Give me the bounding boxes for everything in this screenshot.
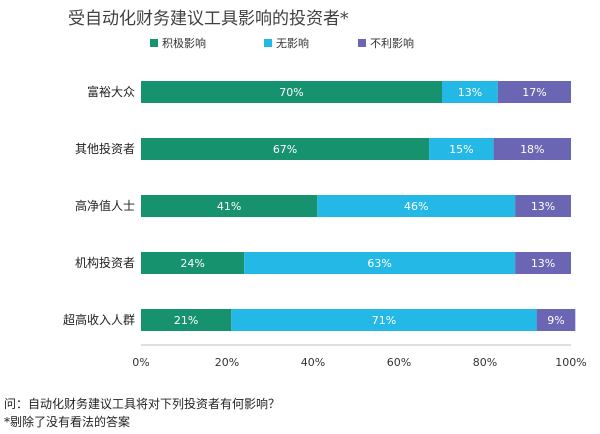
data-label: 21% (174, 314, 198, 327)
bar-segment-3 (493, 138, 571, 160)
bar-segment-2 (429, 138, 494, 160)
bar-segment-2 (231, 309, 537, 331)
legend-label-3: 不利影响 (370, 37, 414, 50)
data-label: 67% (273, 143, 297, 156)
bar-segment-1 (141, 195, 318, 217)
data-label: 24% (180, 257, 204, 270)
footnote-note: *剔除了没有看法的答案 (4, 415, 131, 429)
data-label: 13% (531, 257, 555, 270)
bar-segment-3 (515, 195, 571, 217)
bar-segment-2 (317, 195, 516, 217)
data-label: 15% (449, 143, 473, 156)
bar-segment-1 (141, 309, 232, 331)
category-label: 超高收入人群 (63, 312, 135, 327)
bar-segment-2 (442, 81, 498, 103)
category-label: 高净值人士 (75, 198, 135, 213)
data-label: 9% (547, 314, 564, 327)
legend-swatch-1 (150, 39, 158, 47)
chart-title: 受自动化财务建议工具影响的投资者* (68, 9, 349, 29)
legend-label-2: 无影响 (276, 37, 309, 50)
bar-segment-3 (515, 252, 571, 274)
data-label: 46% (404, 200, 428, 213)
bar-segment-3 (497, 81, 571, 103)
x-tick-label: 20% (215, 356, 239, 369)
bar-segment-3 (536, 309, 576, 331)
bar-segment-1 (141, 252, 245, 274)
footnote-question: 问：自动化财务建议工具将对下列投资者有何影响？ (4, 397, 281, 411)
category-label: 富裕大众 (87, 84, 135, 99)
data-label: 71% (372, 314, 396, 327)
legend-label-1: 积极影响 (162, 36, 206, 50)
x-tick-label: 100% (555, 356, 586, 369)
data-label: 41% (217, 200, 241, 213)
data-label: 17% (522, 86, 546, 99)
category-label: 机构投资者 (75, 255, 135, 270)
category-label: 其他投资者 (75, 141, 135, 156)
data-label: 13% (531, 200, 555, 213)
x-tick-label: 80% (473, 356, 497, 369)
x-tick-label: 0% (132, 356, 149, 369)
x-tick-label: 60% (387, 356, 411, 369)
x-tick-label: 40% (301, 356, 325, 369)
data-label: 18% (520, 143, 544, 156)
legend-swatch-2 (264, 39, 272, 47)
bar-segment-1 (141, 81, 442, 103)
data-label: 13% (458, 86, 482, 99)
data-label: 70% (279, 86, 303, 99)
bar-segment-1 (141, 138, 430, 160)
legend-swatch-3 (358, 39, 366, 47)
bar-segment-2 (244, 252, 516, 274)
data-label: 63% (367, 257, 391, 270)
